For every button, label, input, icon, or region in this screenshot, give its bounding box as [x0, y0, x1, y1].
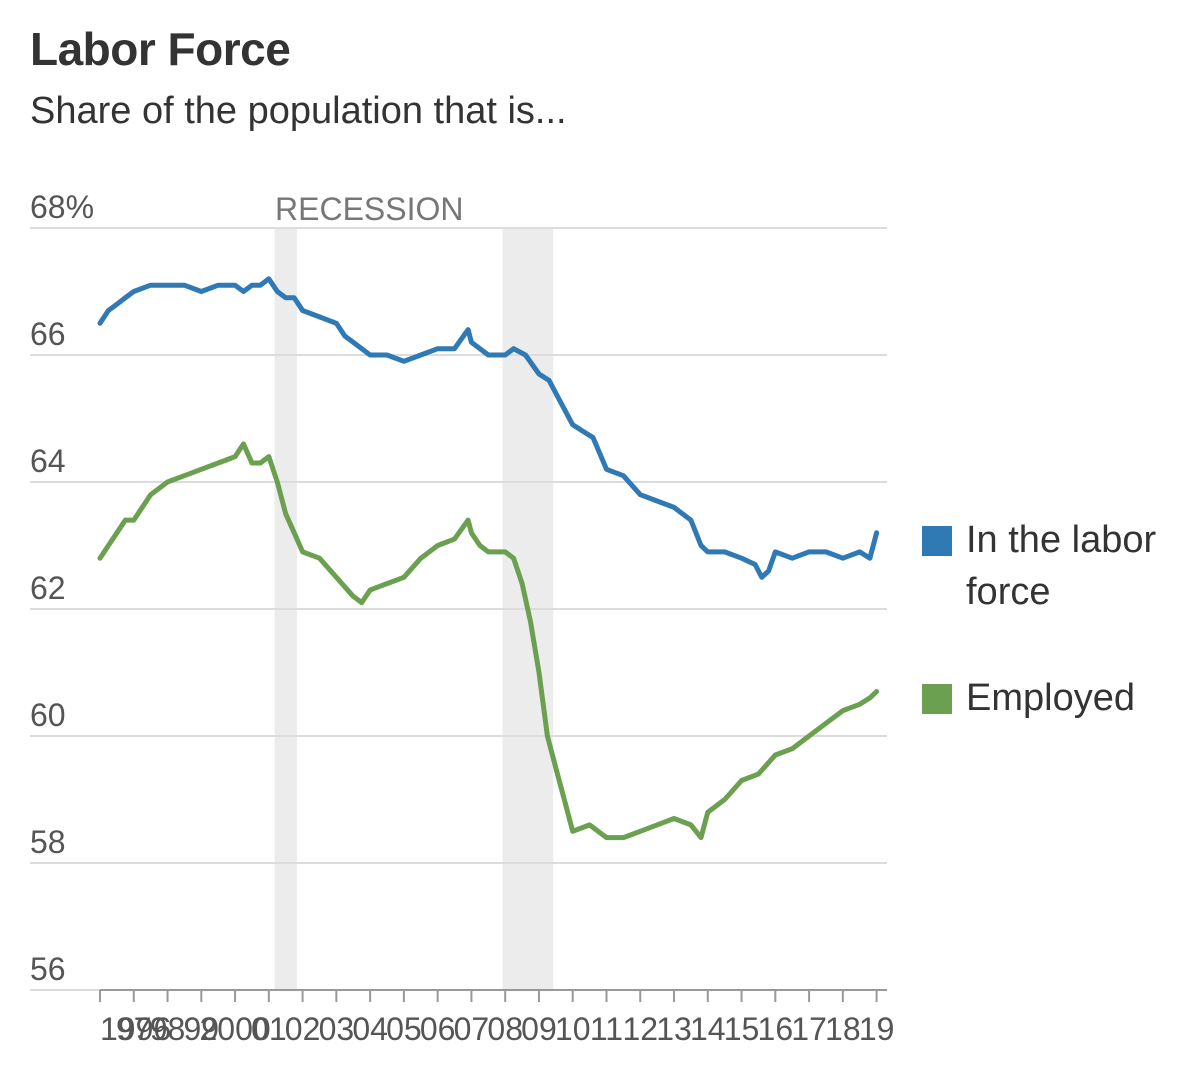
- x-tick-label-98: 98: [150, 1011, 186, 1047]
- y-tick-label-66: 66: [30, 316, 66, 352]
- x-tick-label-99: 99: [184, 1011, 220, 1047]
- x-tick-label-04: 04: [352, 1011, 388, 1047]
- x-tick-label-16: 16: [758, 1011, 794, 1047]
- legend-label-employed: Employed: [966, 677, 1135, 719]
- x-tick-label-07: 07: [454, 1011, 490, 1047]
- x-tick-label-06: 06: [420, 1011, 456, 1047]
- x-tick-label-01: 01: [251, 1011, 287, 1047]
- x-tick-label-17: 17: [791, 1011, 827, 1047]
- x-tick-label-97: 97: [116, 1011, 152, 1047]
- y-tick-label-64: 64: [30, 443, 66, 479]
- x-tick-label-08: 08: [487, 1011, 523, 1047]
- x-tick-label-10: 10: [555, 1011, 591, 1047]
- x-tick-label-19: 19: [859, 1011, 895, 1047]
- x-tick-label-12: 12: [622, 1011, 658, 1047]
- series-line-labor-force: [97, 276, 880, 580]
- chart-subtitle: Share of the population that is...: [30, 90, 567, 132]
- x-tick-label-14: 14: [690, 1011, 726, 1047]
- y-tick-label-62: 62: [30, 570, 66, 606]
- recession-label: RECESSION: [275, 191, 463, 227]
- y-tick-label-58: 58: [30, 824, 66, 860]
- y-tick-label-68: 68%: [30, 189, 94, 225]
- x-tick-label-05: 05: [386, 1011, 422, 1047]
- x-tick-label-1996: 1996: [100, 1011, 171, 1047]
- x-tick-label-15: 15: [724, 1011, 760, 1047]
- y-tick-label-60: 60: [30, 697, 66, 733]
- legend-swatch-employed: [922, 684, 952, 714]
- legend-label-labor-force: In the labor force: [966, 519, 1157, 613]
- x-tick-label-2000: 2000: [199, 1011, 270, 1047]
- legend-swatch-labor-force: [922, 526, 952, 556]
- series-line-employed: [97, 441, 880, 841]
- x-tick-label-02: 02: [285, 1011, 321, 1047]
- x-tick-label-09: 09: [521, 1011, 557, 1047]
- x-tick-label-13: 13: [656, 1011, 692, 1047]
- x-tick-label-11: 11: [590, 1011, 623, 1047]
- y-tick-label-56: 56: [30, 951, 66, 987]
- x-tick-label-03: 03: [319, 1011, 355, 1047]
- x-tick-label-18: 18: [825, 1011, 861, 1047]
- chart-title: Labor Force: [30, 23, 291, 75]
